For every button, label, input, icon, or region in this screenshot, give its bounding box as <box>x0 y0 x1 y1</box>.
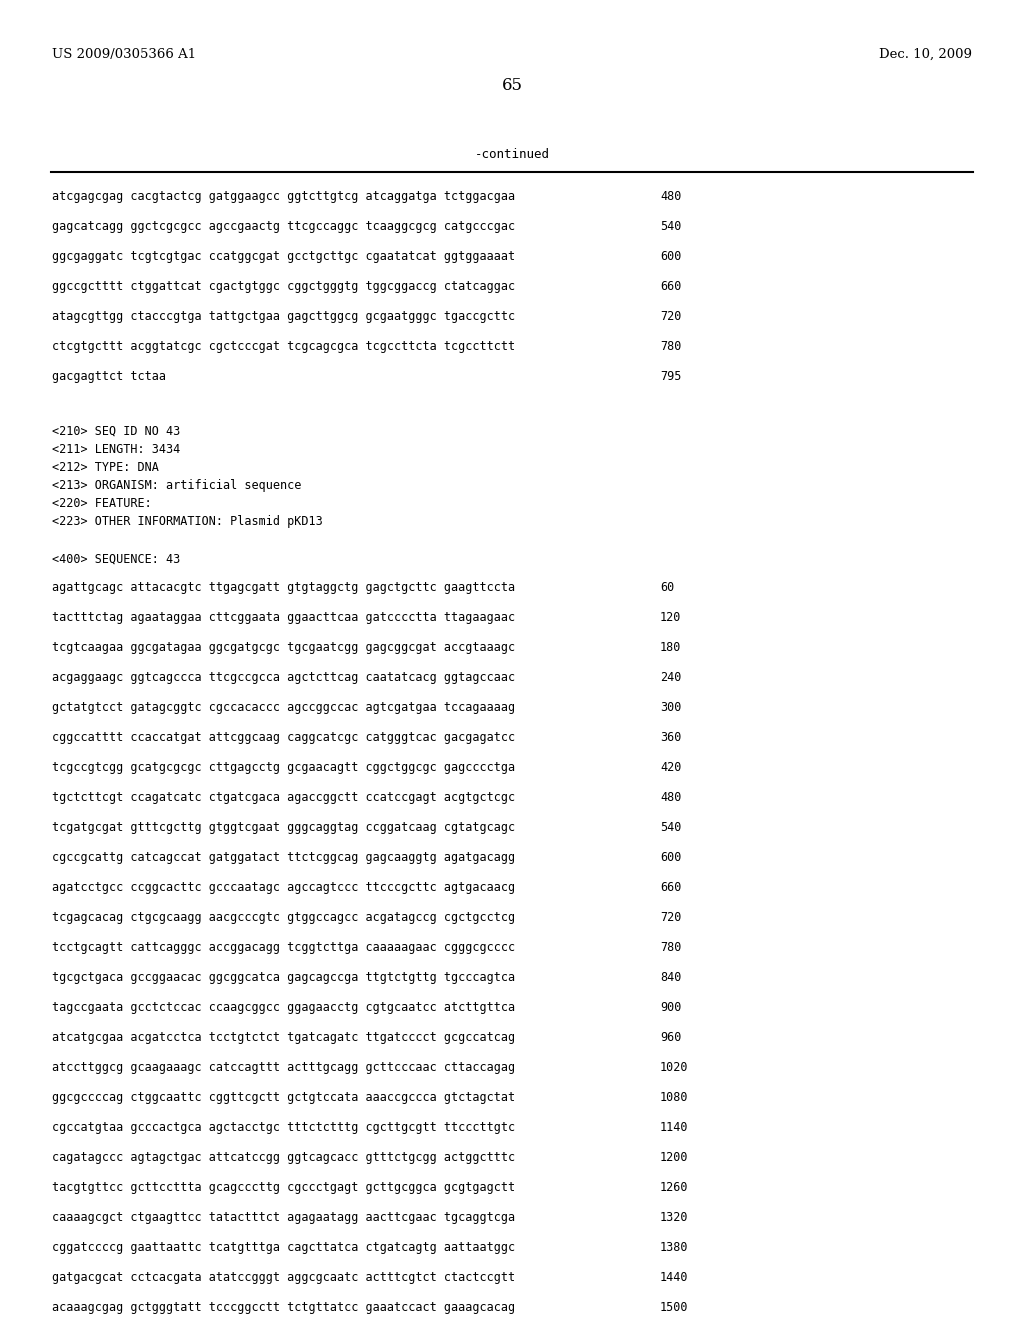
Text: caaaagcgct ctgaagttcc tatactttct agagaatagg aacttcgaac tgcaggtcga: caaaagcgct ctgaagttcc tatactttct agagaat… <box>52 1210 515 1224</box>
Text: 60: 60 <box>660 581 674 594</box>
Text: <210> SEQ ID NO 43: <210> SEQ ID NO 43 <box>52 425 180 438</box>
Text: US 2009/0305366 A1: US 2009/0305366 A1 <box>52 48 197 61</box>
Text: atcatgcgaa acgatcctca tcctgtctct tgatcagatc ttgatcccct gcgccatcag: atcatgcgaa acgatcctca tcctgtctct tgatcag… <box>52 1031 515 1044</box>
Text: -continued: -continued <box>474 148 550 161</box>
Text: tgctcttcgt ccagatcatc ctgatcgaca agaccggctt ccatccgagt acgtgctcgc: tgctcttcgt ccagatcatc ctgatcgaca agaccgg… <box>52 791 515 804</box>
Text: <223> OTHER INFORMATION: Plasmid pKD13: <223> OTHER INFORMATION: Plasmid pKD13 <box>52 515 323 528</box>
Text: 1500: 1500 <box>660 1302 688 1313</box>
Text: ctcgtgcttt acggtatcgc cgctcccgat tcgcagcgca tcgccttcta tcgccttctt: ctcgtgcttt acggtatcgc cgctcccgat tcgcagc… <box>52 341 515 352</box>
Text: Dec. 10, 2009: Dec. 10, 2009 <box>879 48 972 61</box>
Text: acgaggaagc ggtcagccca ttcgccgcca agctcttcag caatatcacg ggtagccaac: acgaggaagc ggtcagccca ttcgccgcca agctctt… <box>52 671 515 684</box>
Text: gagcatcagg ggctcgcgcc agccgaactg ttcgccaggc tcaaggcgcg catgcccgac: gagcatcagg ggctcgcgcc agccgaactg ttcgcca… <box>52 220 515 234</box>
Text: tacgtgttcc gcttccttta gcagcccttg cgccctgagt gcttgcggca gcgtgagctt: tacgtgttcc gcttccttta gcagcccttg cgccctg… <box>52 1181 515 1195</box>
Text: 960: 960 <box>660 1031 681 1044</box>
Text: acaaagcgag gctgggtatt tcccggcctt tctgttatcc gaaatccact gaaagcacag: acaaagcgag gctgggtatt tcccggcctt tctgtta… <box>52 1302 515 1313</box>
Text: 540: 540 <box>660 821 681 834</box>
Text: ggcgaggatc tcgtcgtgac ccatggcgat gcctgcttgc cgaatatcat ggtggaaaat: ggcgaggatc tcgtcgtgac ccatggcgat gcctgct… <box>52 249 515 263</box>
Text: 720: 720 <box>660 911 681 924</box>
Text: gacgagttct tctaa: gacgagttct tctaa <box>52 370 166 383</box>
Text: tactttctag agaataggaa cttcggaata ggaacttcaa gatcccctta ttagaagaac: tactttctag agaataggaa cttcggaata ggaactt… <box>52 611 515 624</box>
Text: 480: 480 <box>660 190 681 203</box>
Text: tcgatgcgat gtttcgcttg gtggtcgaat gggcaggtag ccggatcaag cgtatgcagc: tcgatgcgat gtttcgcttg gtggtcgaat gggcagg… <box>52 821 515 834</box>
Text: 1440: 1440 <box>660 1271 688 1284</box>
Text: 120: 120 <box>660 611 681 624</box>
Text: tcctgcagtt cattcagggc accggacagg tcggtcttga caaaaagaac cgggcgcccc: tcctgcagtt cattcagggc accggacagg tcggtct… <box>52 941 515 954</box>
Text: 660: 660 <box>660 280 681 293</box>
Text: 795: 795 <box>660 370 681 383</box>
Text: 540: 540 <box>660 220 681 234</box>
Text: ggcgccccag ctggcaattc cggttcgctt gctgtccata aaaccgccca gtctagctat: ggcgccccag ctggcaattc cggttcgctt gctgtcc… <box>52 1092 515 1104</box>
Text: <211> LENGTH: 3434: <211> LENGTH: 3434 <box>52 444 180 455</box>
Text: <220> FEATURE:: <220> FEATURE: <box>52 498 152 510</box>
Text: 65: 65 <box>502 77 522 94</box>
Text: gatgacgcat cctcacgata atatccgggt aggcgcaatc actttcgtct ctactccgtt: gatgacgcat cctcacgata atatccgggt aggcgca… <box>52 1271 515 1284</box>
Text: 600: 600 <box>660 249 681 263</box>
Text: cagatagccc agtagctgac attcatccgg ggtcagcacc gtttctgcgg actggctttc: cagatagccc agtagctgac attcatccgg ggtcagc… <box>52 1151 515 1164</box>
Text: 1020: 1020 <box>660 1061 688 1074</box>
Text: tagccgaata gcctctccac ccaagcggcc ggagaacctg cgtgcaatcc atcttgttca: tagccgaata gcctctccac ccaagcggcc ggagaac… <box>52 1001 515 1014</box>
Text: 1260: 1260 <box>660 1181 688 1195</box>
Text: 240: 240 <box>660 671 681 684</box>
Text: 660: 660 <box>660 880 681 894</box>
Text: 780: 780 <box>660 341 681 352</box>
Text: 1320: 1320 <box>660 1210 688 1224</box>
Text: cggatccccg gaattaattc tcatgtttga cagcttatca ctgatcagtg aattaatggc: cggatccccg gaattaattc tcatgtttga cagctta… <box>52 1241 515 1254</box>
Text: agatcctgcc ccggcacttc gcccaatagc agccagtccc ttcccgcttc agtgacaacg: agatcctgcc ccggcacttc gcccaatagc agccagt… <box>52 880 515 894</box>
Text: 1140: 1140 <box>660 1121 688 1134</box>
Text: 1080: 1080 <box>660 1092 688 1104</box>
Text: ggccgctttt ctggattcat cgactgtggc cggctgggtg tggcggaccg ctatcaggac: ggccgctttt ctggattcat cgactgtggc cggctgg… <box>52 280 515 293</box>
Text: 420: 420 <box>660 762 681 774</box>
Text: atccttggcg gcaagaaagc catccagttt actttgcagg gcttcccaac cttaccagag: atccttggcg gcaagaaagc catccagttt actttgc… <box>52 1061 515 1074</box>
Text: tcgtcaagaa ggcgatagaa ggcgatgcgc tgcgaatcgg gagcggcgat accgtaaagc: tcgtcaagaa ggcgatagaa ggcgatgcgc tgcgaat… <box>52 642 515 653</box>
Text: tcgagcacag ctgcgcaagg aacgcccgtc gtggccagcc acgatagccg cgctgcctcg: tcgagcacag ctgcgcaagg aacgcccgtc gtggcca… <box>52 911 515 924</box>
Text: cggccatttt ccaccatgat attcggcaag caggcatcgc catgggtcac gacgagatcc: cggccatttt ccaccatgat attcggcaag caggcat… <box>52 731 515 744</box>
Text: <212> TYPE: DNA: <212> TYPE: DNA <box>52 461 159 474</box>
Text: <213> ORGANISM: artificial sequence: <213> ORGANISM: artificial sequence <box>52 479 301 492</box>
Text: 720: 720 <box>660 310 681 323</box>
Text: <400> SEQUENCE: 43: <400> SEQUENCE: 43 <box>52 553 180 566</box>
Text: cgccgcattg catcagccat gatggatact ttctcggcag gagcaaggtg agatgacagg: cgccgcattg catcagccat gatggatact ttctcgg… <box>52 851 515 865</box>
Text: 1200: 1200 <box>660 1151 688 1164</box>
Text: 180: 180 <box>660 642 681 653</box>
Text: 600: 600 <box>660 851 681 865</box>
Text: agattgcagc attacacgtc ttgagcgatt gtgtaggctg gagctgcttc gaagttccta: agattgcagc attacacgtc ttgagcgatt gtgtagg… <box>52 581 515 594</box>
Text: 480: 480 <box>660 791 681 804</box>
Text: atagcgttgg ctacccgtga tattgctgaa gagcttggcg gcgaatgggc tgaccgcttc: atagcgttgg ctacccgtga tattgctgaa gagcttg… <box>52 310 515 323</box>
Text: cgccatgtaa gcccactgca agctacctgc tttctctttg cgcttgcgtt ttcccttgtc: cgccatgtaa gcccactgca agctacctgc tttctct… <box>52 1121 515 1134</box>
Text: tgcgctgaca gccggaacac ggcggcatca gagcagccga ttgtctgttg tgcccagtca: tgcgctgaca gccggaacac ggcggcatca gagcagc… <box>52 972 515 983</box>
Text: 840: 840 <box>660 972 681 983</box>
Text: 1380: 1380 <box>660 1241 688 1254</box>
Text: tcgccgtcgg gcatgcgcgc cttgagcctg gcgaacagtt cggctggcgc gagcccctga: tcgccgtcgg gcatgcgcgc cttgagcctg gcgaaca… <box>52 762 515 774</box>
Text: 780: 780 <box>660 941 681 954</box>
Text: 360: 360 <box>660 731 681 744</box>
Text: gctatgtcct gatagcggtc cgccacaccc agccggccac agtcgatgaa tccagaaaag: gctatgtcct gatagcggtc cgccacaccc agccggc… <box>52 701 515 714</box>
Text: 300: 300 <box>660 701 681 714</box>
Text: 900: 900 <box>660 1001 681 1014</box>
Text: atcgagcgag cacgtactcg gatggaagcc ggtcttgtcg atcaggatga tctggacgaa: atcgagcgag cacgtactcg gatggaagcc ggtcttg… <box>52 190 515 203</box>
